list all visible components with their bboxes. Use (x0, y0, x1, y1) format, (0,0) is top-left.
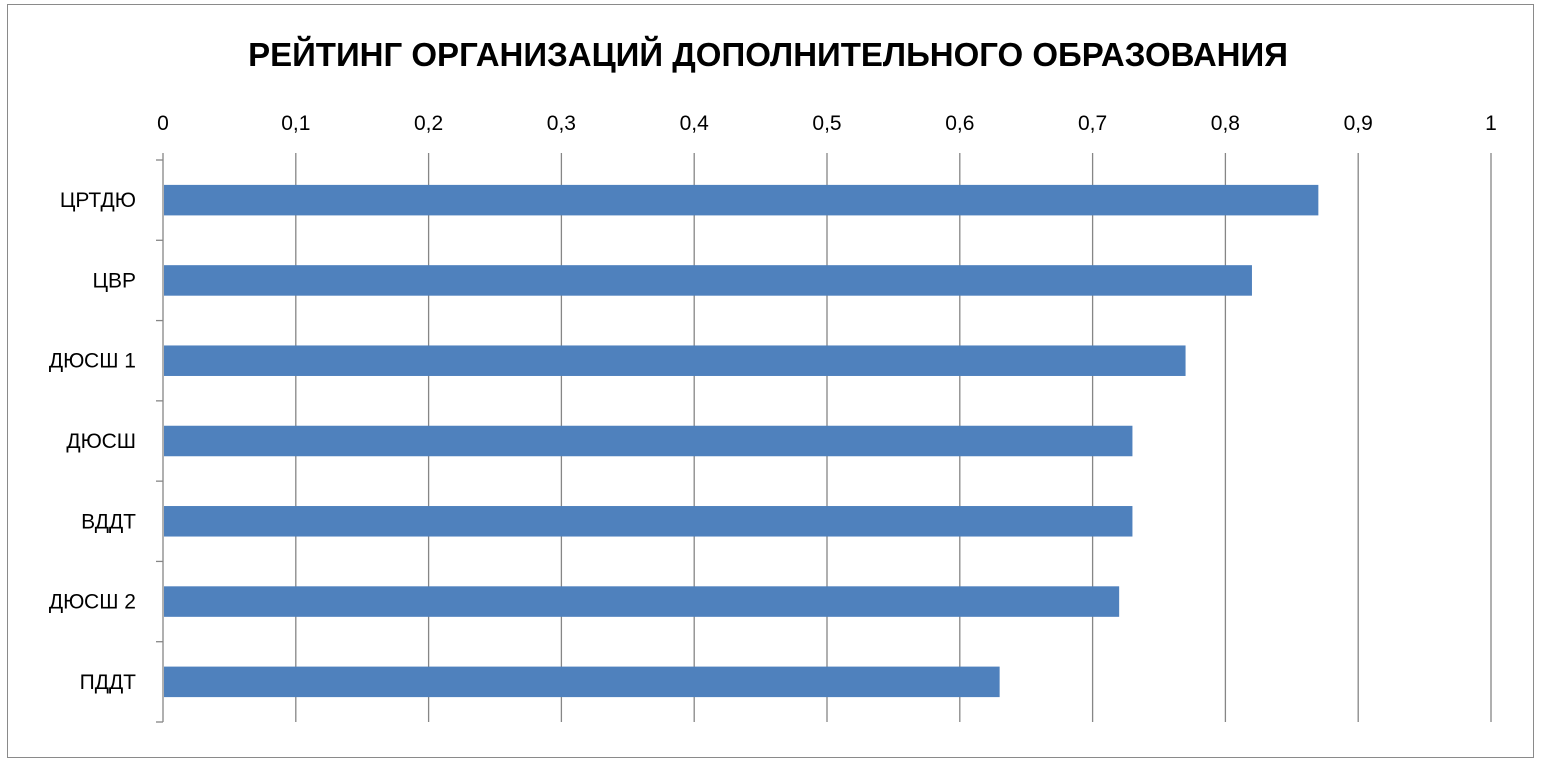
x-tick-label: 0,9 (1344, 112, 1373, 135)
bar (164, 425, 1133, 457)
x-tick-label: 0,7 (1078, 112, 1107, 135)
bar (164, 506, 1133, 537)
value-axis-ticks: 0 0,1 0,2 0,3 0,4 0,5 0,6 0,7 0,8 0,9 1 (157, 112, 1497, 160)
category-label: ВДДТ (81, 510, 136, 533)
chart-frame (7, 4, 1534, 758)
category-label: ЦРТДЮ (60, 189, 136, 212)
category-label: ДЮСШ 2 (49, 591, 136, 614)
x-tick-label: 0,2 (414, 112, 443, 135)
bar (164, 184, 1319, 216)
category-label: ПДДТ (80, 671, 137, 694)
category-axis (156, 159, 164, 723)
bar (164, 345, 1186, 376)
category-label: ДЮСШ (66, 430, 136, 453)
category-label: ЦВР (92, 269, 136, 292)
category-labels: ЦРТДЮ ЦВР ДЮСШ 1 ДЮСШ ВДДТ ДЮСШ 2 ПДДТ (49, 189, 136, 694)
x-tick-label: 0,1 (281, 112, 310, 135)
gridlines (295, 160, 1492, 722)
x-tick-label: 0,5 (812, 112, 841, 135)
bar (164, 586, 1120, 617)
category-label: ДЮСШ 1 (49, 350, 136, 373)
bar (164, 666, 1000, 698)
x-tick-label: 0,6 (945, 112, 974, 135)
bars (164, 184, 1319, 698)
x-tick-label: 0,8 (1211, 112, 1240, 135)
x-tick-label: 0,3 (547, 112, 576, 135)
x-tick-label: 0 (157, 112, 169, 135)
x-tick-label: 0,4 (680, 112, 710, 135)
x-tick-label: 1 (1485, 112, 1497, 135)
chart-title: РЕЙТИНГ ОРГАНИЗАЦИЙ ДОПОЛНИТЕЛЬНОГО ОБРА… (248, 35, 1288, 73)
bar (164, 265, 1252, 296)
